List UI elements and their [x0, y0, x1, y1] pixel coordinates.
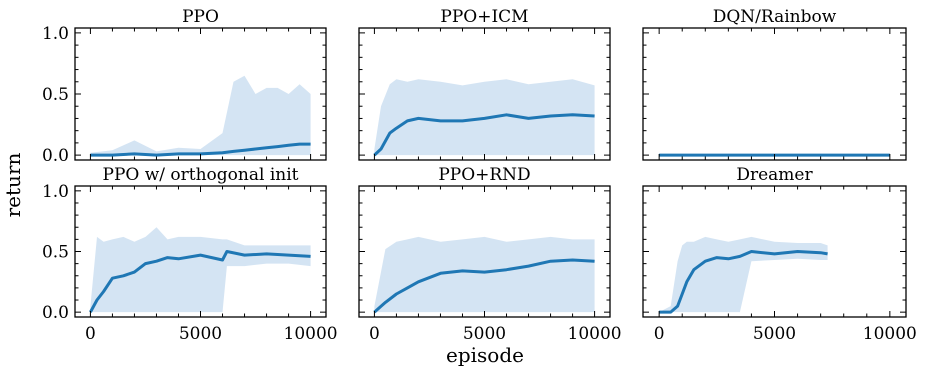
plot-area: [89, 227, 311, 313]
mean-line: [659, 250, 828, 314]
y-tick-label: 0.0: [42, 146, 69, 166]
x-tick-label: 0: [654, 324, 665, 344]
x-tick-label: 10000: [568, 324, 622, 344]
y-tick-label: 1.0: [42, 24, 69, 44]
panel-title: PPO w/ orthogonal init: [103, 165, 299, 185]
mean-line: [90, 142, 311, 157]
y-tick-label: 1.0: [42, 182, 69, 202]
confidence-band: [90, 75, 311, 156]
confidence-band: [374, 236, 595, 313]
plot-area: [90, 75, 311, 157]
chart-panel: PPO+ICM: [358, 7, 611, 161]
panel-title: PPO+ICM: [440, 7, 528, 27]
plot-area: [659, 236, 828, 314]
x-tick-label: 5000: [753, 324, 796, 344]
mean-line: [373, 113, 595, 157]
plot-area: [373, 236, 595, 314]
x-axis-label: episode: [446, 343, 524, 367]
x-tick-label: 0: [369, 324, 380, 344]
y-tick-label: 0.0: [42, 303, 69, 323]
chart-panel: PPO w/ orthogonal init 0.0 0.5 1.0 0 5000 1000…: [42, 165, 338, 344]
chart-panel: PPO+RND 0 5000 10000: [358, 165, 622, 344]
plot-area: [373, 79, 595, 157]
panel-title: DQN/Rainbow: [713, 7, 837, 27]
panel-title: PPO+RND: [438, 165, 530, 185]
x-tick-label: 10000: [863, 324, 917, 344]
x-tick-label: 5000: [179, 324, 222, 344]
x-tick-label: 10000: [284, 324, 338, 344]
x-tick-label: 0: [85, 324, 96, 344]
y-tick-label: 0.5: [42, 243, 69, 263]
panel-title: PPO: [182, 7, 219, 27]
chart-panel: DQN/Rainbow: [642, 7, 907, 161]
panel-frame: [642, 27, 907, 161]
chart-panel: PPO 0.0 0.5 1.0: [42, 7, 327, 166]
y-axis-label: return: [1, 153, 25, 218]
panel-title: Dreamer: [736, 165, 813, 185]
mean-line: [89, 250, 311, 313]
x-tick-label: 5000: [463, 324, 506, 344]
confidence-band: [90, 227, 311, 313]
y-tick-label: 0.5: [42, 85, 69, 105]
panels: PPO 0.0 0.5 1.0 PPO+ICM DQN/Rainbow PPO w/ ort…: [42, 7, 917, 344]
chart-panel: Dreamer 0 5000 10000: [642, 165, 917, 344]
confidence-band: [659, 236, 828, 313]
mean-line: [373, 258, 595, 314]
